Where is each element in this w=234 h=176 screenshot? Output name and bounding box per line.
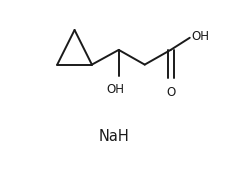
Text: NaH: NaH — [98, 129, 129, 144]
Text: O: O — [166, 86, 175, 99]
Text: OH: OH — [191, 30, 209, 43]
Text: OH: OH — [106, 83, 124, 96]
